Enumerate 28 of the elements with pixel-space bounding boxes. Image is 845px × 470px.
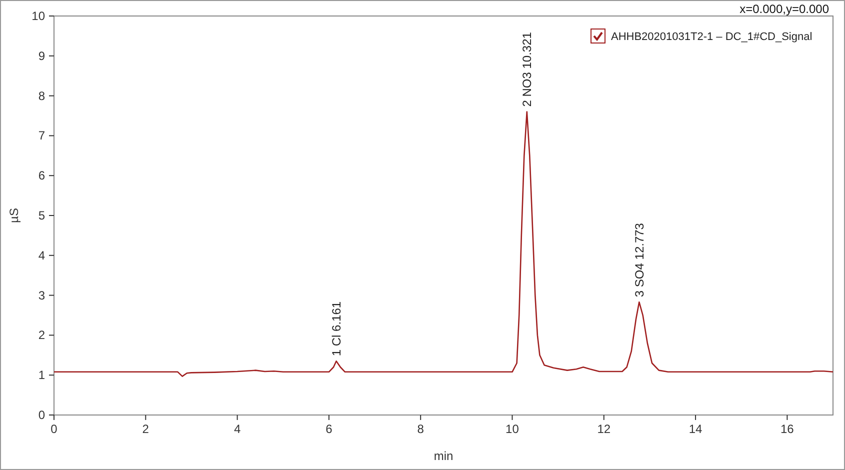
y-axis-title: µS <box>7 208 21 223</box>
y-tick-label: 1 <box>38 368 46 382</box>
y-tick-label: 0 <box>38 408 46 422</box>
x-tick-label: 10 <box>506 422 520 436</box>
y-tick-label: 7 <box>38 128 46 143</box>
annotation: 2 NO3 10.321 <box>520 32 534 107</box>
y-tick-label: 6 <box>38 168 46 183</box>
x-tick-label: 8 <box>417 422 424 436</box>
annotation: x=0.000,y=0.000 <box>740 2 830 16</box>
line-series <box>53 111 834 377</box>
y-tick-label: 9 <box>38 48 46 63</box>
x-axis-title: min <box>434 449 454 463</box>
x-tick-label: 16 <box>780 422 794 436</box>
x-tick-label: 12 <box>597 422 611 436</box>
y-tick-label: 10 <box>32 9 46 23</box>
legend-label: AHHB20201031T2-1 – DC_1#CD_Signal <box>611 31 812 43</box>
x-tick-label: 6 <box>326 422 333 436</box>
x-tick-label: 2 <box>142 422 150 436</box>
x-tick-label: 0 <box>50 422 58 436</box>
annotation: 3 SO4 12.773 <box>632 222 646 298</box>
y-tick-label: 8 <box>38 88 46 103</box>
y-tick-label: 3 <box>38 288 46 302</box>
x-tick-label: 4 <box>234 422 241 436</box>
annotation: 1 Cl 6.161 <box>329 301 344 356</box>
y-tick-label: 4 <box>38 248 46 262</box>
y-tick-label: 2 <box>38 328 46 342</box>
y-tick-label: 5 <box>38 208 46 222</box>
x-tick-label: 14 <box>688 422 703 436</box>
